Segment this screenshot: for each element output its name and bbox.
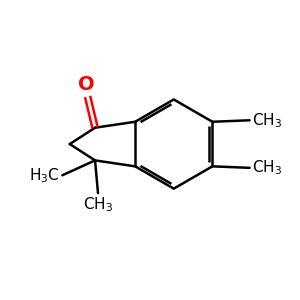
Text: CH$_3$: CH$_3$: [83, 196, 113, 214]
Text: O: O: [78, 74, 94, 94]
Text: CH$_3$: CH$_3$: [252, 158, 282, 177]
Text: H$_3$C: H$_3$C: [29, 166, 60, 184]
Text: CH$_3$: CH$_3$: [252, 111, 282, 130]
